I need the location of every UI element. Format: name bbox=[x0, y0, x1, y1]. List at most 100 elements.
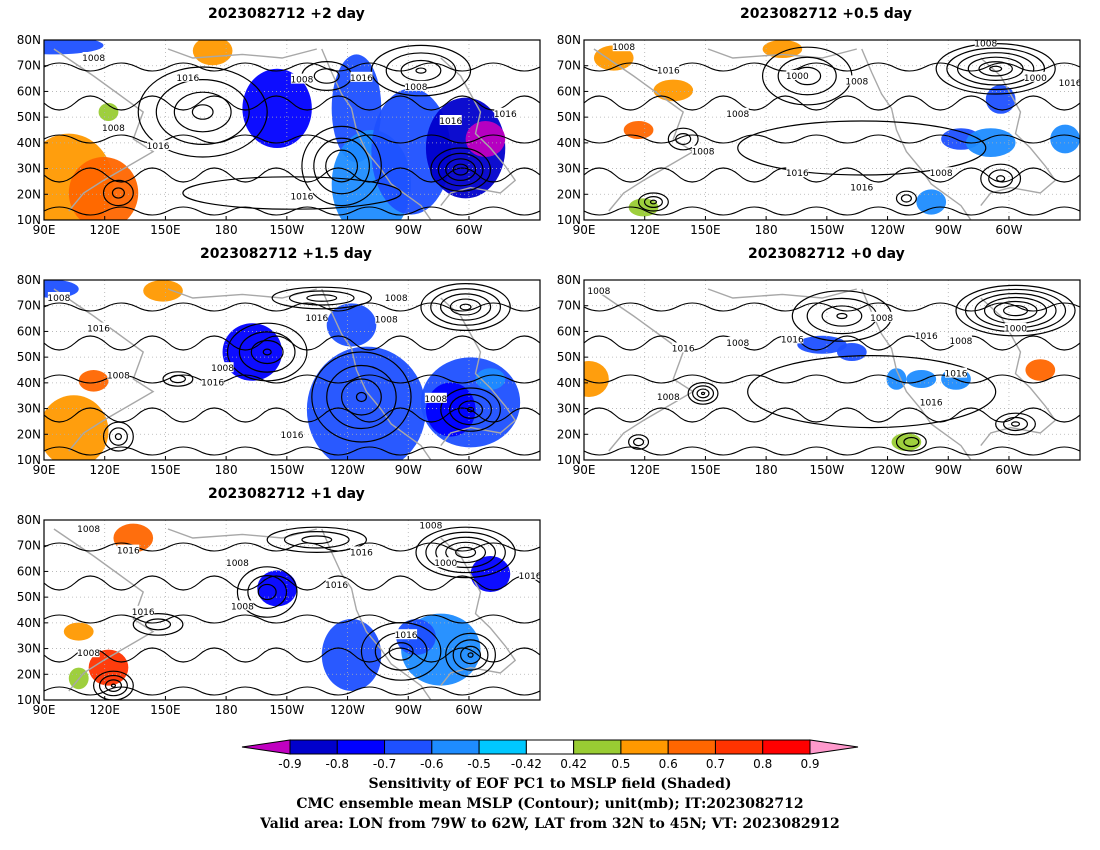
longitude-label: 180 bbox=[755, 223, 778, 237]
contour-label: 1016 bbox=[439, 117, 462, 127]
longitude-label: 60W bbox=[995, 223, 1022, 237]
mslp-contour bbox=[430, 288, 502, 326]
contour-label: 1016 bbox=[920, 398, 943, 408]
longitude-label: 150W bbox=[269, 223, 304, 237]
mslp-contour bbox=[355, 391, 368, 403]
longitude-label: 60W bbox=[455, 223, 482, 237]
latitude-label: 30N bbox=[17, 402, 41, 416]
mslp-contour bbox=[649, 199, 658, 205]
mslp-contour bbox=[425, 531, 506, 574]
colorbar: -0.9 -0.8 -0.7 -0.6 -0.5 -0.42 0.42 0.5 0.6 0.7 0.… bbox=[241, 739, 859, 771]
longitude-label: 90E bbox=[573, 463, 596, 477]
mslp-contour bbox=[108, 427, 128, 446]
sensitivity-shading bbox=[44, 395, 109, 460]
latitude-label: 70N bbox=[17, 539, 41, 553]
sensitivity-shading bbox=[326, 303, 377, 347]
contour-label: 1008 bbox=[405, 83, 428, 93]
mslp-contour bbox=[584, 407, 1080, 423]
longitude-label: 90E bbox=[573, 223, 596, 237]
latitude-label: 10N bbox=[17, 213, 41, 227]
contour-label: 1008 bbox=[211, 364, 234, 374]
mslp-contour bbox=[955, 284, 1076, 337]
mslp-contour bbox=[836, 312, 848, 320]
latitude-label: 20N bbox=[557, 427, 581, 441]
mslp-contour bbox=[460, 645, 482, 665]
latitude-label: 60N bbox=[17, 324, 41, 338]
latitude-label: 80N bbox=[557, 273, 581, 287]
latitude-label: 40N bbox=[17, 616, 41, 630]
contour-label: 1008 bbox=[974, 40, 997, 50]
colorbar-tick-label: 0.7 bbox=[706, 757, 725, 771]
contour-label: 1008 bbox=[82, 54, 105, 64]
longitude-label: 150W bbox=[269, 463, 304, 477]
longitude-label: 150W bbox=[809, 463, 844, 477]
mslp-contour bbox=[132, 613, 184, 636]
mslp-contour bbox=[584, 302, 1080, 312]
contour-label: 1016 bbox=[1059, 79, 1082, 89]
longitude-label: 90E bbox=[33, 463, 56, 477]
latitude-label: 50N bbox=[557, 110, 581, 124]
mslp-contour bbox=[458, 400, 484, 419]
colorbar-segment bbox=[431, 739, 480, 755]
mslp-contour bbox=[341, 378, 382, 416]
latitude-label: 60N bbox=[17, 564, 41, 578]
contour-label: 1008 bbox=[419, 521, 442, 531]
mslp-contour bbox=[692, 385, 715, 402]
longitude-label: 120W bbox=[330, 703, 365, 717]
mslp-contour bbox=[104, 679, 122, 692]
map-panel: 1008 1016 1008 1016 1008 1016 1008 1016 1016 1016… bbox=[17, 33, 541, 237]
mslp-contour bbox=[44, 62, 540, 72]
colorbar-segment bbox=[573, 739, 622, 755]
panel-title: 2023082712 +1.5 day bbox=[200, 246, 372, 262]
map-panel: 1008 1016 1008 1016 1008 1000 1016 1016 1008 1016… bbox=[17, 513, 542, 717]
latitude-label: 50N bbox=[557, 350, 581, 364]
latitude-label: 10N bbox=[17, 453, 41, 467]
sensitivity-shading bbox=[584, 361, 609, 397]
mslp-contour bbox=[989, 65, 1003, 72]
mslp-contour bbox=[44, 167, 540, 183]
contour-label: 1008 bbox=[226, 559, 249, 569]
map-panels: 1008 1016 1008 1016 1008 1016 1008 1016 1016 1016… bbox=[17, 33, 1082, 717]
mslp-contour bbox=[895, 432, 927, 452]
sensitivity-shading bbox=[78, 370, 109, 392]
longitude-label: 90W bbox=[935, 223, 962, 237]
longitude-label: 120E bbox=[89, 703, 120, 717]
contour-label: 1016 bbox=[519, 572, 542, 582]
mslp-contour bbox=[980, 163, 1022, 194]
colorbar-tick-label: 0.6 bbox=[659, 757, 678, 771]
longitude-label: 90W bbox=[395, 463, 422, 477]
latitude-label: 20N bbox=[557, 187, 581, 201]
mslp-contour bbox=[435, 536, 496, 569]
longitude-label: 120W bbox=[330, 463, 365, 477]
mslp-contour bbox=[145, 618, 172, 631]
mslp-contour bbox=[271, 286, 372, 310]
longitude-label: 150E bbox=[150, 223, 181, 237]
contour-label: 1016 bbox=[350, 74, 373, 84]
colorbar-tick-label: -0.7 bbox=[373, 757, 396, 771]
mslp-contour bbox=[455, 546, 477, 559]
contour-label: 1008 bbox=[375, 316, 398, 326]
mslp-contour bbox=[584, 335, 1080, 351]
contour-label: 1008 bbox=[290, 76, 313, 86]
longitude-label: 180 bbox=[755, 463, 778, 477]
contour-label: 1016 bbox=[132, 608, 155, 618]
mslp-contour bbox=[250, 339, 284, 365]
latitude-label: 40N bbox=[557, 136, 581, 150]
colorbar-tick-label: 0.9 bbox=[800, 757, 819, 771]
sensitivity-shading bbox=[192, 40, 233, 66]
colorbar-tick-label: -0.6 bbox=[420, 757, 443, 771]
mslp-contour bbox=[449, 298, 482, 316]
panel-title: 2023082712 +0.5 day bbox=[740, 6, 912, 22]
mslp-contour bbox=[747, 355, 997, 429]
mslp-contour bbox=[445, 541, 487, 564]
sensitivity-shading bbox=[63, 622, 94, 641]
contour-label: 1016 bbox=[786, 169, 809, 179]
latitude-label: 70N bbox=[557, 59, 581, 73]
caption-line-2: CMC ensemble mean MSLP (Contour); unit(m… bbox=[296, 796, 804, 812]
contour-label: 1016 bbox=[494, 110, 517, 120]
latitude-label: 70N bbox=[17, 299, 41, 313]
longitude-label: 120E bbox=[89, 463, 120, 477]
mslp-contour bbox=[257, 583, 277, 601]
longitude-label: 150E bbox=[150, 463, 181, 477]
mslp-contour bbox=[325, 149, 359, 183]
